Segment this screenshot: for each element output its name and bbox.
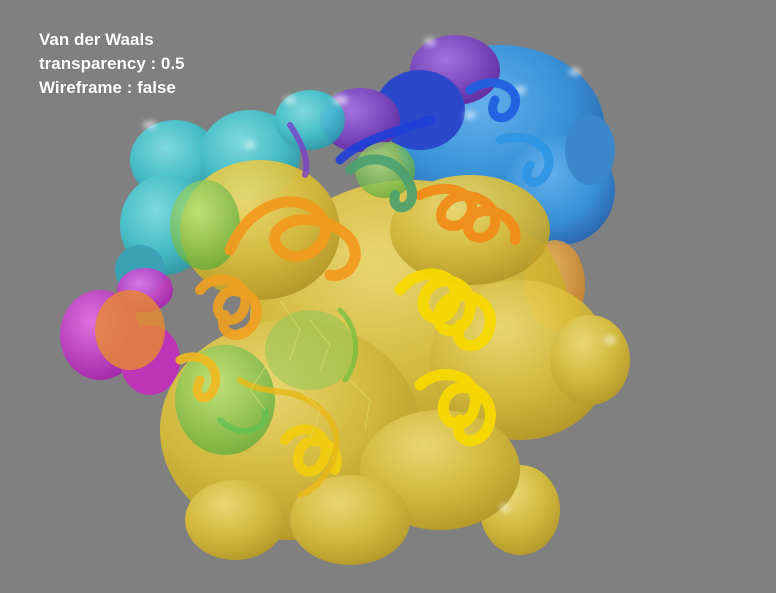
ribbon-blue <box>287 78 554 187</box>
ribbon-orange <box>195 154 521 340</box>
ribbon-yellow <box>175 268 496 498</box>
render-info-overlay: Van der Waals transparency : 0.5 Wirefra… <box>39 28 185 100</box>
wireframe-label: Wireframe : false <box>39 78 176 97</box>
representation-label: Van der Waals <box>39 30 154 49</box>
ribbon-green <box>217 307 359 434</box>
inner-side-chains <box>249 299 371 441</box>
transparency-label: transparency : 0.5 <box>39 54 185 73</box>
